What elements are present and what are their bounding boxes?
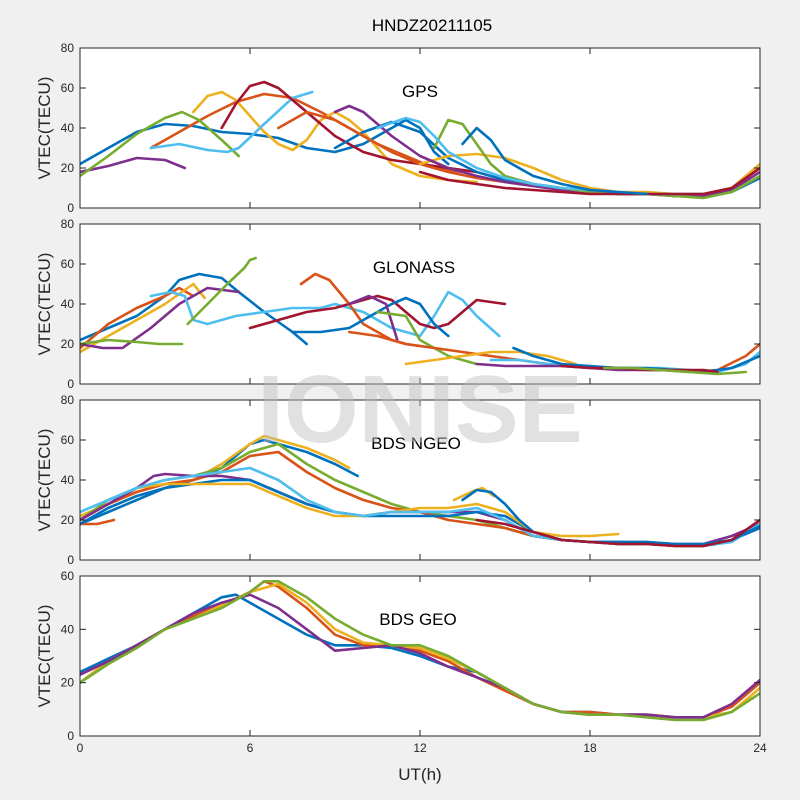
series-line <box>376 310 479 366</box>
panel-3: 0 20 40 60 0 6 12 18 24 VTEC(TECU) BDS GEO <box>35 569 767 755</box>
y-axis-label: VTEC(TECU) <box>35 429 54 532</box>
series-line <box>461 126 649 196</box>
x-tick-label: 6 <box>247 741 254 755</box>
series-line <box>80 579 760 722</box>
y-tick-label: 40 <box>61 473 75 487</box>
panel-label: GPS <box>402 82 438 101</box>
y-axis-label: VTEC(TECU) <box>35 605 54 708</box>
series-line <box>602 366 748 376</box>
y-tick-label: 60 <box>61 569 75 583</box>
series-line <box>291 296 450 338</box>
watermark-text: IONISE <box>257 356 582 463</box>
series-line <box>418 166 760 196</box>
y-tick-label: 60 <box>61 81 75 95</box>
series-group <box>80 579 760 722</box>
y-axis-label: VTEC(TECU) <box>35 77 54 180</box>
y-tick-label: 20 <box>61 161 75 175</box>
series-line <box>248 294 507 330</box>
series-line <box>80 518 116 526</box>
series-line <box>80 286 240 350</box>
panel-label: BDS NGEO <box>371 434 461 453</box>
series-line <box>192 90 479 184</box>
y-tick-label: 20 <box>61 513 75 527</box>
y-tick-label: 80 <box>61 393 75 407</box>
panel-0: 0 20 40 60 80 VTEC(TECU) GPS <box>35 41 761 215</box>
series-group <box>80 434 760 548</box>
panel-1: 0 20 40 60 80 VTEC(TECU) GLONASS <box>35 217 761 391</box>
x-tick-label: 12 <box>413 741 427 755</box>
series-line <box>80 286 195 350</box>
series-line <box>80 338 184 346</box>
y-tick-label: 20 <box>61 337 75 351</box>
x-tick-label: 24 <box>753 741 767 755</box>
panel-label: BDS GEO <box>379 610 456 629</box>
series-group <box>80 80 760 200</box>
series-line <box>80 593 760 719</box>
series-line <box>80 118 450 166</box>
series-group <box>80 256 760 376</box>
panel-2: 0 20 40 60 80 VTEC(TECU) BDS NGEO <box>35 393 761 567</box>
series-line <box>149 290 501 338</box>
y-tick-label: 40 <box>61 622 75 636</box>
series-line <box>404 350 578 366</box>
y-tick-label: 60 <box>61 257 75 271</box>
series-line <box>149 90 314 154</box>
series-line <box>347 294 399 342</box>
y-tick-label: 60 <box>61 433 75 447</box>
y-tick-label: 80 <box>61 41 75 55</box>
series-line <box>80 156 187 174</box>
y-tick-label: 0 <box>67 377 74 391</box>
series-line <box>475 518 760 548</box>
x-axis-label: UT(h) <box>398 765 441 784</box>
x-tick-label: 0 <box>77 741 84 755</box>
figure-title: HNDZ20211105 <box>372 16 492 35</box>
panel-label: GLONASS <box>373 258 455 277</box>
series-line <box>80 272 309 346</box>
y-tick-label: 20 <box>61 676 75 690</box>
series-line <box>186 256 257 326</box>
y-tick-label: 40 <box>61 297 75 311</box>
y-tick-label: 0 <box>67 729 74 743</box>
x-tick-label: 18 <box>583 741 597 755</box>
series-line <box>80 110 240 178</box>
series-line <box>149 92 464 174</box>
y-tick-label: 0 <box>67 553 74 567</box>
y-axis-label: VTEC(TECU) <box>35 253 54 356</box>
series-line <box>80 438 360 526</box>
y-tick-label: 80 <box>61 217 75 231</box>
y-tick-label: 40 <box>61 121 75 135</box>
series-line <box>80 282 206 354</box>
y-tick-label: 0 <box>67 201 74 215</box>
